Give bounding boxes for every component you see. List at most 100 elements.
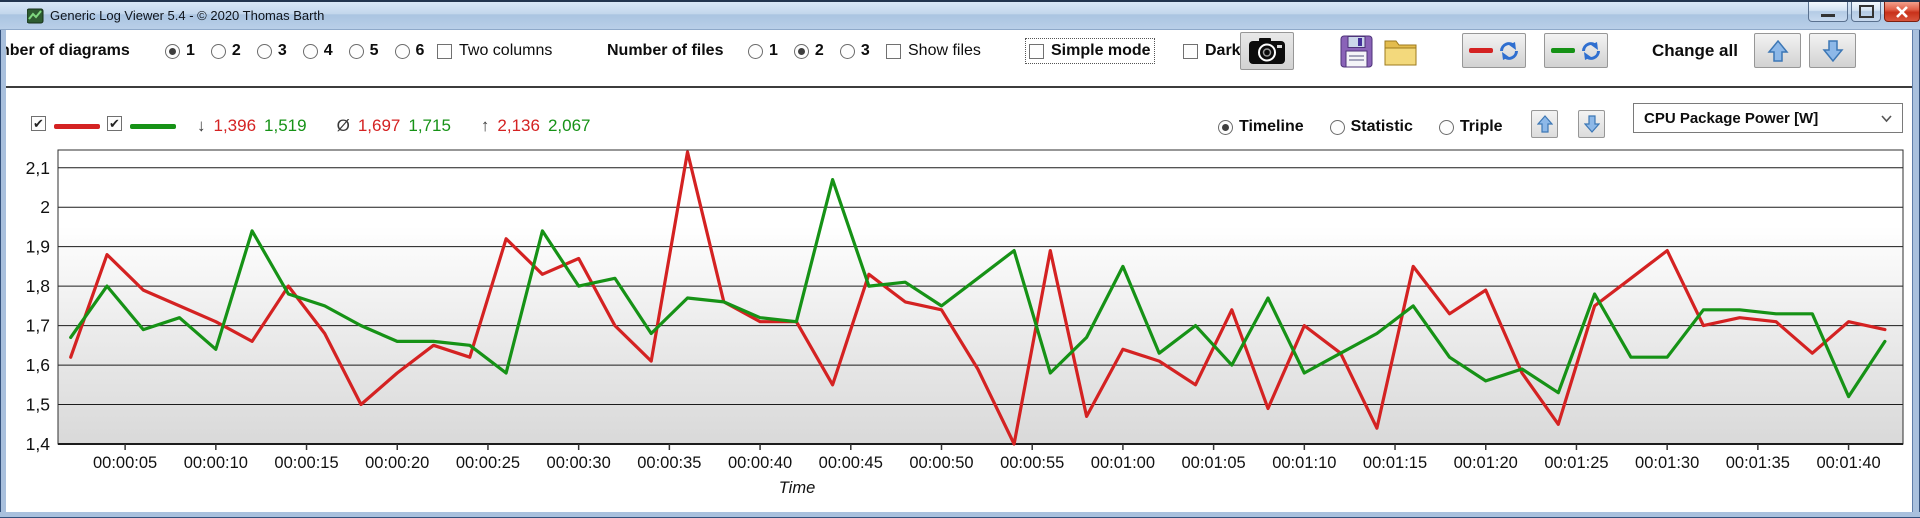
- open-file-button[interactable]: [1383, 35, 1419, 68]
- x-axis-title: Time: [779, 479, 816, 497]
- x-tick-label: 00:01:35: [1726, 454, 1790, 472]
- series2-legend-line: [130, 124, 176, 129]
- series1-visibility-checkbox[interactable]: ✔: [31, 116, 46, 131]
- change-all-down-button[interactable]: [1809, 33, 1856, 68]
- radio-label: Timeline: [1239, 118, 1304, 135]
- y-tick-label: 1,4: [26, 434, 51, 454]
- x-tick-label: 00:00:55: [1000, 454, 1064, 472]
- chevron-down-icon: [1881, 114, 1892, 122]
- diagrams-radio-4[interactable]: 4: [302, 42, 333, 60]
- checkbox-box: [886, 43, 901, 59]
- stat-average: Ø 1,697 1,715: [337, 116, 451, 136]
- reload-file1-button[interactable]: [1462, 33, 1526, 68]
- minimize-button[interactable]: [1808, 2, 1848, 22]
- radio-circle-icon: [1438, 119, 1454, 135]
- stat-maximum: ↑ 2,136 2,067: [481, 116, 591, 136]
- series-line-file-2-green: [69, 177, 1887, 399]
- files-radio-2[interactable]: 2: [793, 42, 824, 60]
- maximize-icon: [1858, 5, 1874, 18]
- y-tick-label: 1,8: [26, 276, 50, 296]
- x-tick-label: 00:00:15: [274, 454, 338, 472]
- radio-circle-icon: [793, 43, 809, 59]
- red-series-dash-icon: [1468, 48, 1493, 53]
- toolbar-separator: [6, 86, 1914, 88]
- titlebar[interactable]: Generic Log Viewer 5.4 - © 2020 Thomas B…: [0, 0, 1920, 30]
- radio-label: 2: [814, 42, 824, 59]
- blue-arrow-up-icon: [1536, 115, 1553, 133]
- radio-label: 4: [323, 42, 333, 59]
- window-title: Generic Log Viewer 5.4 - © 2020 Thomas B…: [50, 8, 325, 23]
- checkbox-box: ✔: [107, 116, 122, 131]
- x-tick-label: 00:01:30: [1635, 454, 1699, 472]
- stat-max-green: 2,067: [547, 116, 591, 135]
- average-icon: Ø: [336, 116, 350, 135]
- files-radio-group: 1 2 3: [748, 42, 870, 60]
- x-tick-label: 00:00:25: [456, 454, 520, 472]
- radio-circle-icon: [210, 43, 226, 59]
- minimize-icon: [1821, 14, 1835, 17]
- stat-min-green: 1,519: [264, 116, 307, 135]
- two-columns-label: Two columns: [459, 42, 553, 59]
- channel-down-button[interactable]: [1578, 110, 1605, 138]
- radio-label: 5: [369, 42, 379, 59]
- radio-label: 1: [769, 42, 778, 59]
- folder-icon: [1384, 40, 1417, 66]
- diagrams-radio-5[interactable]: 5: [348, 42, 379, 60]
- diagrams-radio-3[interactable]: 3: [256, 42, 287, 60]
- x-tick-label: 00:00:50: [909, 454, 973, 472]
- x-tick-label: 00:00:45: [819, 454, 883, 472]
- x-tick-label: 00:01:10: [1272, 454, 1336, 472]
- diagrams-radio-1[interactable]: 1: [165, 42, 195, 60]
- show-files-label: Show files: [908, 42, 981, 59]
- reload-file2-button[interactable]: [1544, 33, 1608, 68]
- radio-circle-icon: [302, 43, 318, 59]
- maximum-icon: ↑: [480, 116, 490, 135]
- diagrams-radio-2[interactable]: 2: [210, 42, 241, 60]
- x-tick-label: 00:00:20: [365, 454, 429, 472]
- number-of-diagrams-label: nber of diagrams: [0, 42, 130, 59]
- plot-border: [57, 149, 1904, 445]
- dark-mode-checkbox[interactable]: Dark: [1183, 42, 1241, 60]
- x-tick-label: 00:01:00: [1091, 454, 1155, 472]
- radio-label: 1: [186, 42, 195, 59]
- timeline-chart[interactable]: 2,1 2 1,9 1,8 1,7 1,6 1,5 1,4 00:00:05 00:00:10 00…: [0, 125, 1920, 510]
- series2-visibility-checkbox[interactable]: ✔: [107, 116, 122, 131]
- maximize-button[interactable]: [1851, 2, 1881, 22]
- files-radio-1[interactable]: 1: [748, 42, 778, 60]
- x-tick-label: 00:00:05: [93, 454, 157, 472]
- x-tick-label: 00:00:10: [184, 454, 248, 472]
- x-tick-label: 00:01:15: [1363, 454, 1427, 472]
- simple-mode-label: Simple mode: [1051, 42, 1151, 59]
- app-logo-icon: [26, 8, 44, 24]
- view-mode-radio-statistic[interactable]: Statistic: [1329, 118, 1413, 136]
- view-mode-radio-timeline[interactable]: Timeline: [1218, 118, 1304, 136]
- blue-arrow-up-icon: [1766, 39, 1789, 62]
- diagrams-radio-6[interactable]: 6: [394, 42, 425, 60]
- radio-label: 6: [415, 42, 425, 59]
- view-mode-radio-triple[interactable]: Triple: [1438, 118, 1503, 136]
- minimum-icon: ↓: [197, 116, 206, 135]
- channel-up-button[interactable]: [1531, 110, 1558, 138]
- radio-circle-icon: [165, 43, 180, 59]
- change-all-up-button[interactable]: [1754, 33, 1801, 68]
- checkbox-box: [437, 43, 452, 59]
- y-tick-label: 2: [40, 197, 50, 217]
- two-columns-checkbox[interactable]: Two columns: [437, 42, 552, 60]
- x-tick-label: 00:00:30: [547, 454, 611, 472]
- series-statistics: ↓ 1,396 1,519 Ø 1,697 1,715 ↑ 2,136 2,06…: [197, 114, 591, 138]
- radio-label: Triple: [1459, 118, 1503, 135]
- channel-select-value: CPU Package Power [W]: [1644, 109, 1819, 127]
- files-radio-3[interactable]: 3: [839, 42, 870, 60]
- channel-select-dropdown[interactable]: CPU Package Power [W]: [1633, 103, 1903, 133]
- show-files-checkbox[interactable]: Show files: [886, 42, 981, 60]
- blue-arrow-down-icon: [1583, 115, 1600, 133]
- checkbox-box: [1029, 43, 1044, 59]
- save-button[interactable]: [1340, 35, 1374, 68]
- screenshot-button[interactable]: [1240, 32, 1294, 70]
- close-button[interactable]: [1884, 2, 1920, 22]
- radio-label: 2: [231, 42, 241, 59]
- radio-circle-icon: [748, 43, 763, 59]
- number-of-files-label: Number of files: [607, 42, 724, 59]
- simple-mode-checkbox[interactable]: Simple mode: [1025, 38, 1155, 64]
